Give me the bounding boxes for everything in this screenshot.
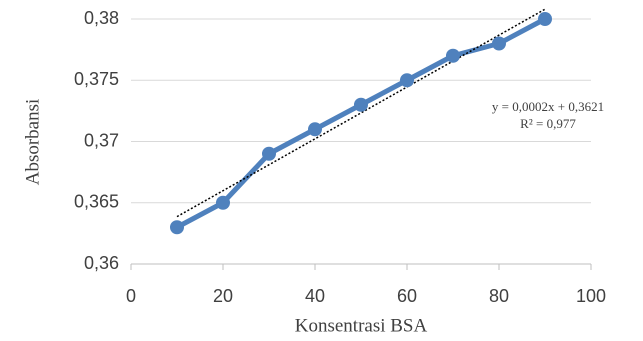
trendline <box>176 8 546 218</box>
series-line <box>175 16 547 230</box>
marker <box>170 220 184 235</box>
marker <box>446 48 460 63</box>
marker <box>308 122 322 137</box>
x-tick-label: 20 <box>213 286 233 306</box>
marker <box>400 73 414 88</box>
trend-r2: R² = 0,977 <box>520 116 576 131</box>
x-tick-label: 80 <box>489 286 509 306</box>
marker <box>354 97 368 112</box>
y-axis-title: Absorbansi <box>22 99 43 186</box>
y-tick-label: 0,36 <box>84 253 119 273</box>
x-axis-title: Konsentrasi BSA <box>295 315 428 336</box>
y-tick-label: 0,37 <box>84 130 119 150</box>
x-tick-label: 100 <box>576 286 606 306</box>
y-tick-label: 0,365 <box>74 192 119 212</box>
marker <box>538 12 552 26</box>
marker <box>216 195 230 210</box>
trend-equation: y = 0,0002x + 0,3621 <box>492 99 604 114</box>
x-tick-label: 0 <box>126 286 136 306</box>
y-tick-label: 0,375 <box>74 69 119 89</box>
marker <box>262 146 276 161</box>
marker <box>492 36 506 51</box>
x-tick-label: 40 <box>305 286 325 306</box>
y-tick-label: 0,38 <box>84 8 119 28</box>
x-tick-label: 60 <box>397 286 417 306</box>
